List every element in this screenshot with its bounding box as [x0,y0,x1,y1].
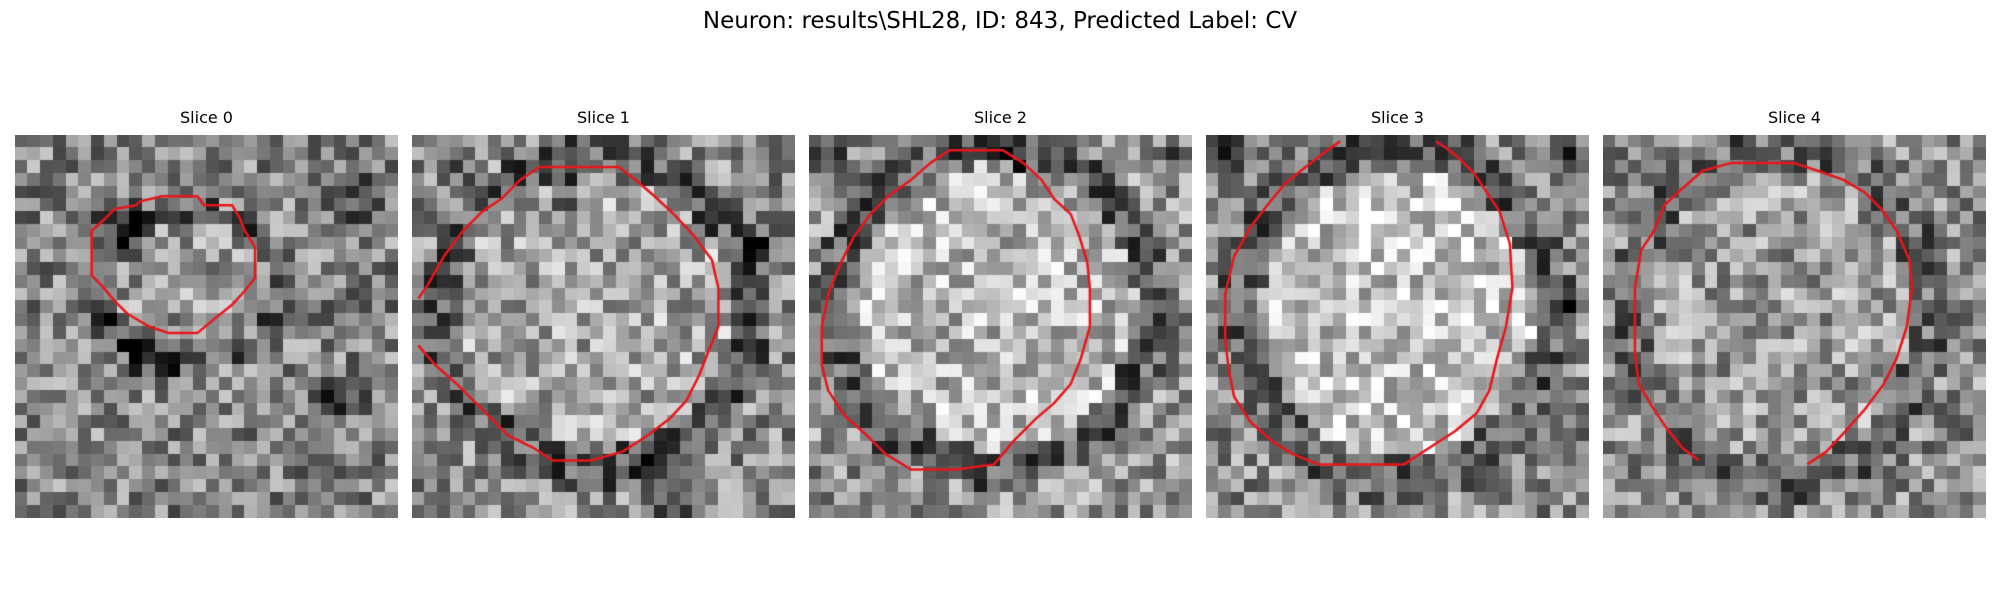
slice-image-2 [809,135,1192,518]
slice-image-1 [412,135,795,518]
slice-title: Slice 2 [974,108,1027,127]
slice-title: Slice 0 [180,108,233,127]
slice-image-0 [15,135,398,518]
slice-title: Slice 4 [1768,108,1821,127]
slice-image-3 [1206,135,1589,518]
slice-title: Slice 3 [1371,108,1424,127]
slice-image-4 [1603,135,1986,518]
slice-title: Slice 1 [577,108,630,127]
figure-title: Neuron: results\SHL28, ID: 843, Predicte… [702,8,1298,34]
